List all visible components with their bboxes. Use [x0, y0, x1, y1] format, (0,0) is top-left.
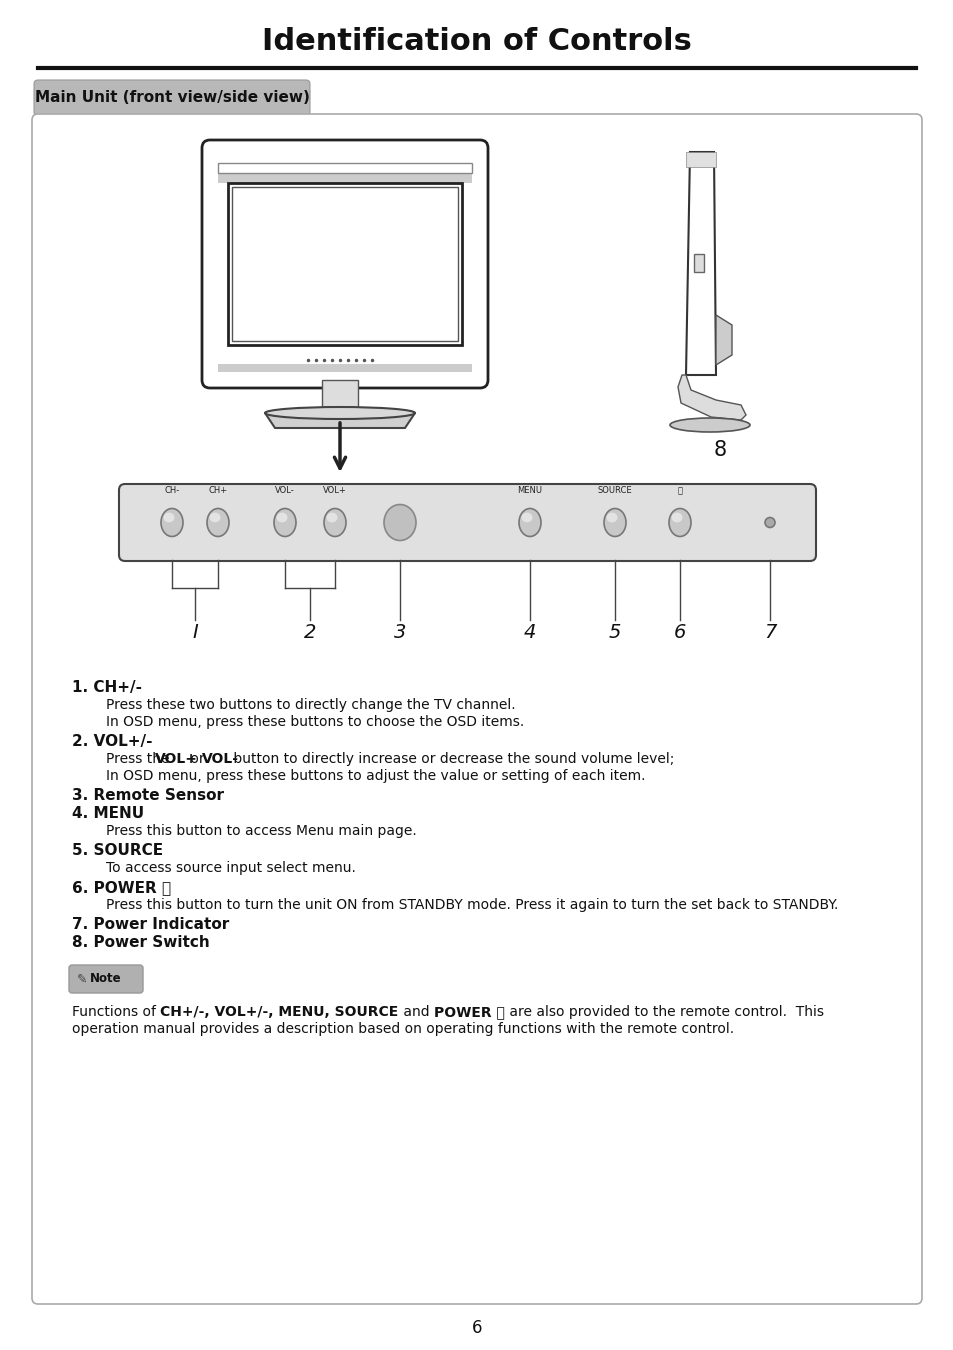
Bar	[693, 254, 703, 271]
Text: 7: 7	[763, 624, 776, 643]
Ellipse shape	[669, 418, 749, 432]
Polygon shape	[716, 315, 731, 364]
Text: operation manual provides a description based on operating functions with the re: operation manual provides a description …	[71, 1022, 734, 1035]
Text: 6. POWER ⏻: 6. POWER ⏻	[71, 880, 171, 895]
FancyBboxPatch shape	[34, 80, 310, 116]
Text: CH-: CH-	[164, 486, 179, 495]
Text: 5: 5	[608, 624, 620, 643]
Text: 4. MENU: 4. MENU	[71, 806, 144, 821]
Text: I: I	[192, 624, 197, 643]
Bar	[218, 163, 472, 173]
FancyBboxPatch shape	[202, 140, 488, 387]
Ellipse shape	[276, 513, 287, 522]
Text: 3: 3	[394, 624, 406, 643]
Text: VOL-: VOL-	[202, 752, 239, 765]
Ellipse shape	[764, 517, 774, 528]
Text: 2: 2	[303, 624, 315, 643]
Text: Press the: Press the	[106, 752, 173, 765]
Text: ⏻: ⏻	[677, 486, 681, 495]
Text: button to directly increase or decrease the sound volume level;: button to directly increase or decrease …	[229, 752, 674, 765]
Text: 8: 8	[713, 440, 726, 460]
Text: Main Unit (front view/side view): Main Unit (front view/side view)	[34, 90, 309, 105]
Text: 1. CH+/-: 1. CH+/-	[71, 680, 142, 695]
Polygon shape	[685, 153, 716, 375]
Text: CH+/-, VOL+/-, MENU, SOURCE: CH+/-, VOL+/-, MENU, SOURCE	[160, 1004, 398, 1019]
FancyBboxPatch shape	[119, 485, 815, 562]
Ellipse shape	[161, 509, 183, 536]
Text: or: or	[186, 752, 209, 765]
Text: ✎: ✎	[77, 972, 88, 986]
Text: Note: Note	[90, 972, 121, 986]
Bar	[218, 364, 472, 373]
Bar	[232, 188, 457, 342]
Text: Identification of Controls: Identification of Controls	[262, 27, 691, 57]
Ellipse shape	[207, 509, 229, 536]
Text: POWER ⏻: POWER ⏻	[434, 1004, 504, 1019]
Ellipse shape	[274, 509, 295, 536]
Bar	[218, 171, 472, 184]
Text: MENU: MENU	[517, 486, 542, 495]
Text: In OSD menu, press these buttons to adjust the value or setting of each item.: In OSD menu, press these buttons to adju…	[106, 769, 645, 783]
Bar	[228, 184, 461, 346]
Ellipse shape	[324, 509, 346, 536]
Text: Press this button to turn the unit ON from STANDBY mode. Press it again to turn : Press this button to turn the unit ON fr…	[106, 898, 838, 913]
Text: In OSD menu, press these buttons to choose the OSD items.: In OSD menu, press these buttons to choo…	[106, 716, 524, 729]
Text: VOL+: VOL+	[323, 486, 347, 495]
Ellipse shape	[326, 513, 337, 522]
Ellipse shape	[521, 513, 532, 522]
Text: CH+: CH+	[208, 486, 228, 495]
Text: Press this button to access Menu main page.: Press this button to access Menu main pa…	[106, 824, 416, 838]
Polygon shape	[265, 413, 415, 428]
Ellipse shape	[163, 513, 174, 522]
Text: To access source input select menu.: To access source input select menu.	[106, 861, 355, 875]
FancyBboxPatch shape	[69, 965, 143, 994]
Ellipse shape	[210, 513, 220, 522]
Text: 6: 6	[673, 624, 685, 643]
Text: SOURCE: SOURCE	[598, 486, 632, 495]
Text: 6: 6	[471, 1319, 482, 1336]
Text: 5. SOURCE: 5. SOURCE	[71, 842, 163, 859]
Text: 2. VOL+/-: 2. VOL+/-	[71, 734, 152, 749]
Ellipse shape	[384, 505, 416, 540]
Text: Press these two buttons to directly change the TV channel.: Press these two buttons to directly chan…	[106, 698, 515, 711]
Ellipse shape	[671, 513, 681, 522]
Ellipse shape	[518, 509, 540, 536]
Text: 8. Power Switch: 8. Power Switch	[71, 936, 210, 950]
Ellipse shape	[603, 509, 625, 536]
FancyBboxPatch shape	[32, 113, 921, 1304]
Polygon shape	[678, 375, 745, 420]
Ellipse shape	[606, 513, 617, 522]
Ellipse shape	[265, 406, 415, 418]
Text: Functions of: Functions of	[71, 1004, 160, 1019]
Text: VOL-: VOL-	[274, 486, 294, 495]
Text: are also provided to the remote control.  This: are also provided to the remote control.…	[504, 1004, 822, 1019]
Text: and: and	[398, 1004, 434, 1019]
Text: 4: 4	[523, 624, 536, 643]
Ellipse shape	[668, 509, 690, 536]
Text: 3. Remote Sensor: 3. Remote Sensor	[71, 788, 224, 803]
Bar	[322, 379, 357, 408]
Bar	[685, 153, 716, 167]
Text: VOL+: VOL+	[154, 752, 197, 765]
Text: 7. Power Indicator: 7. Power Indicator	[71, 917, 229, 932]
